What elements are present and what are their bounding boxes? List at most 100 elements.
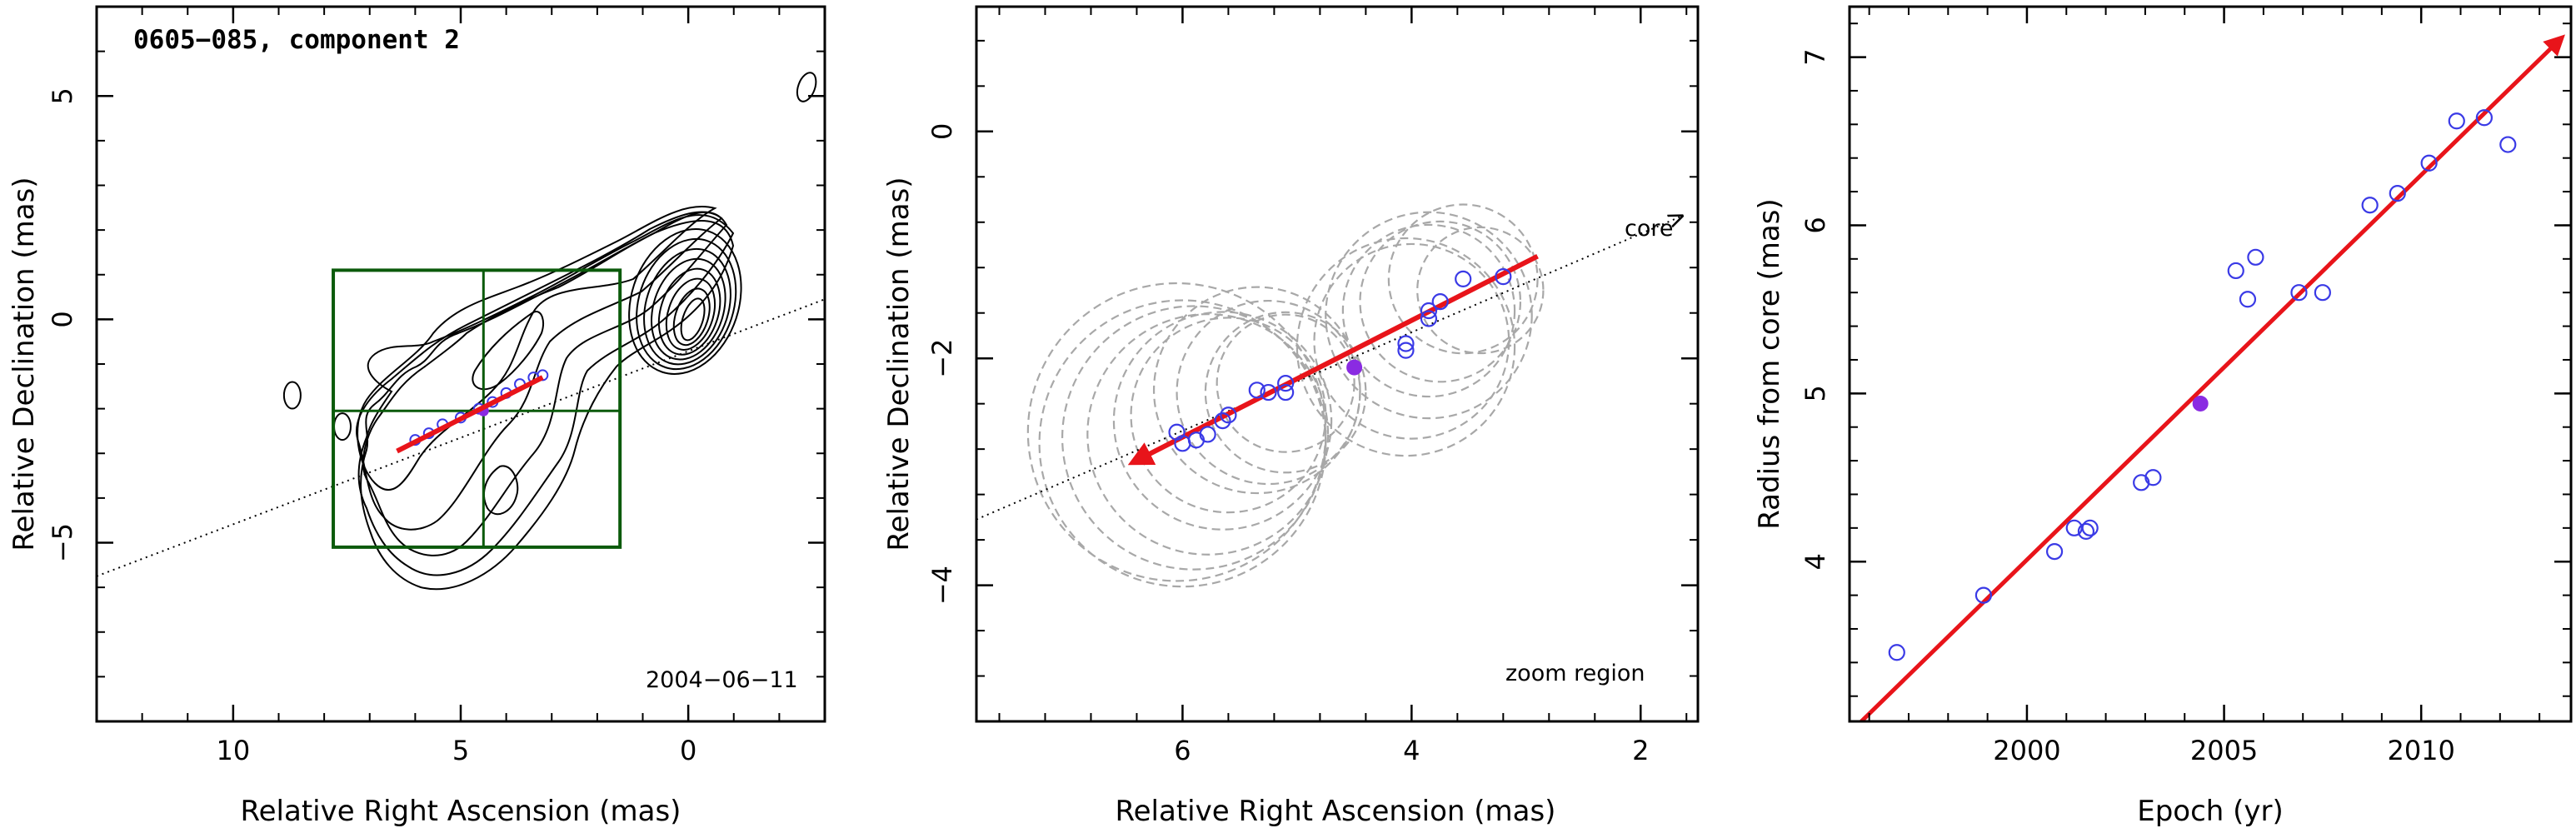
component-position-point [1420,302,1438,320]
epoch-label: 2004−06−11 [646,667,798,693]
core-label: core [1625,216,1673,242]
panel2-marks [976,217,1680,521]
panel3-ytick-label: 4 [1800,553,1831,570]
error-circle [1130,317,1327,514]
contour-blob [282,381,302,410]
component-position-point [1495,268,1512,286]
radius-epoch-point [2420,154,2438,172]
error-circle [1295,237,1516,457]
panel3-xtick-label: 2000 [1993,735,2060,766]
error-circle [1204,311,1367,474]
component-position-point [1397,342,1415,359]
radius-epoch-point [1974,586,1992,604]
panel2-ytick-label: −2 [926,339,958,378]
error-circles [1026,203,1545,588]
panel1-title: 0605−085, component 2 [133,25,460,55]
error-circle [1176,299,1361,486]
error-circle [1325,211,1533,420]
trajectory-line [97,298,825,577]
error-circle [1112,311,1333,531]
contour-core-level [680,297,706,342]
radius-epoch-point [2314,284,2331,302]
panel3-ytick-label: 5 [1800,385,1831,402]
component-position-point [1220,407,1237,424]
contour-blob [796,72,817,102]
zoom-region-label: zoom region [1505,661,1645,686]
motion-vector-arrow [1127,253,1539,466]
component-position-point [1214,412,1231,430]
panel3-xtick-label: 2010 [2387,735,2454,766]
panel3-ticks: 2000 2005 2010 4 5 6 7 [1800,7,2571,766]
radius-epoch-point [2247,248,2264,266]
panel3-xtick-label: 2005 [2190,735,2258,766]
panel2-xtick-label: 4 [1403,735,1420,766]
component-position-point [1199,426,1216,443]
radius-epoch-point [1888,644,1905,661]
radius-epoch-point [2448,112,2465,130]
error-circle [1359,220,1522,383]
radius-epoch-point [2077,522,2095,540]
panel3-marks [1860,34,2565,721]
radius-epoch-point [2081,519,2099,536]
error-circle [1061,305,1327,571]
error-circle [1152,286,1361,495]
contour-jet-level [472,311,544,391]
component-position-point [1277,375,1295,392]
component-position-point [1277,383,1295,402]
error-circle [1086,313,1330,556]
component-position-point [1455,270,1472,287]
component-position-point [1397,335,1415,352]
panel-image-contour: 10 5 0 5 0 −5 0605−085, component 2 2004−06−1… [7,5,826,828]
panel2-ytick-label: −4 [926,566,958,605]
motion-vector-arrow [396,375,544,454]
panel2-frame [975,5,1700,723]
radius-epoch-point [2227,262,2244,280]
contour-map [282,72,817,591]
contour-jet-level [360,220,735,591]
contour-jet-level [357,206,717,491]
radius-epoch-point [2290,284,2308,302]
error-circle [1387,203,1539,355]
panel-zoom-region: 6 4 2 0 −2 −4 core zoom region Relative Right… [882,5,1700,828]
panel2-ytick-label: 0 [926,123,958,140]
contour-jet-level [362,211,728,556]
panel1-ytick-label: 5 [47,87,78,104]
component-position-point [1260,383,1277,402]
panel2-xlabel: Relative Right Ascension (mas) [1116,795,1556,828]
panel3-ytick-label: 6 [1800,217,1831,233]
panel1-xtick-label: 0 [680,735,696,766]
panel1-xlabel: Relative Right Ascension (mas) [241,795,681,828]
panel1-xtick-label: 5 [452,735,469,766]
contour-blob [332,412,352,441]
radius-epoch-point [2239,291,2257,308]
radius-epoch-point [2389,184,2406,202]
radius-epoch-point [2475,109,2493,127]
linear-fit-arrow [1860,34,2565,721]
panel3-ytick-label: 7 [1800,48,1831,65]
contour-core-level [672,287,711,347]
panel2-xtick-label: 6 [1174,735,1191,766]
panel1-ytick-label: −5 [47,523,78,562]
contour-core-level [657,267,721,356]
current-epoch-point [2192,395,2209,412]
current-epoch-point [1346,359,1363,376]
radius-epoch-point [2045,542,2064,561]
error-circle [1038,299,1327,588]
panel2-xtick-label: 2 [1632,735,1649,766]
error-circle [1416,226,1545,355]
component-position-point [1420,310,1438,327]
panel3-frame [1848,5,2573,723]
panel1-xtick-label: 10 [217,735,251,766]
panel2-ylabel: Relative Declination (mas) [882,177,916,551]
panel1-ticks: 10 5 0 5 0 −5 [47,6,826,766]
panel-radius-vs-epoch: 2000 2005 2010 4 5 6 7 Epoch (yr) Radius from … [1753,5,2573,828]
component-position-point [1431,292,1449,311]
contour-core-level [636,237,737,371]
contour-core-level [651,257,726,361]
contour-jet-level [356,211,723,531]
panel3-xlabel: Epoch (yr) [2137,795,2284,828]
radius-epoch-point [2499,136,2517,153]
panel1-marks [97,268,825,577]
contour-core-level [628,228,742,375]
